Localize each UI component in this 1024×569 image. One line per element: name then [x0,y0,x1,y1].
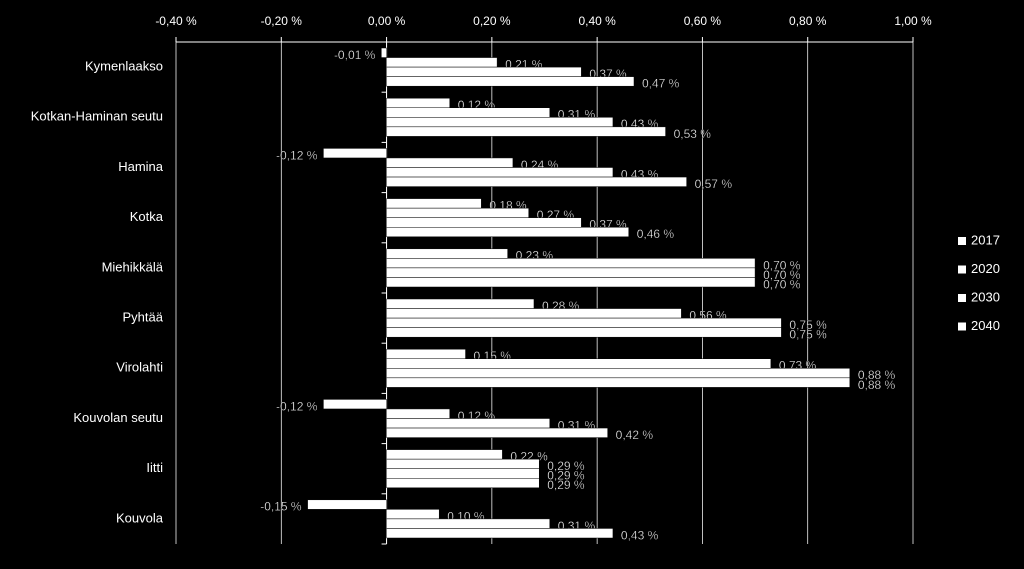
y-tick-label: Kotka [130,209,164,224]
bar [386,157,514,168]
data-label: -0,12 % [276,399,318,413]
bar [386,107,551,118]
data-label: 0,29 % [547,478,585,492]
bar [386,377,851,388]
y-tick-label: Virolahti [116,360,163,375]
bar [386,248,508,259]
y-tick-label: Iitti [146,460,163,475]
bar [386,126,666,137]
bar [323,399,387,410]
x-tick-label: 1,00 % [894,14,932,28]
data-label: 0,70 % [763,277,801,291]
data-label: 0,29 % [547,459,585,473]
bar [307,499,387,510]
data-label: 0,43 % [621,528,659,542]
x-tick-label: 0,40 % [578,14,616,28]
data-label: 0,53 % [674,127,712,141]
bar [386,207,529,218]
data-label: 0,70 % [763,268,801,282]
y-tick-label: Kouvola [116,510,164,525]
data-label: 0,88 % [858,378,896,392]
y-tick-label: Pyhtää [123,310,164,325]
data-label: 0,75 % [789,318,827,332]
data-label: 0,75 % [789,328,827,342]
bar [386,518,551,529]
bar [386,458,540,469]
y-tick-label: Kouvolan seutu [73,410,163,425]
bar [386,308,682,319]
bar [386,277,756,288]
legend-marker [958,265,966,274]
legend-label: 2030 [971,289,1000,304]
data-label: 0,57 % [695,177,733,191]
bar [386,449,503,460]
y-tick-label: Kymenlaakso [85,59,163,74]
x-tick-label: 0,00 % [368,14,406,28]
bar [386,298,535,309]
data-label: 0,46 % [637,227,675,241]
bar [386,427,608,438]
y-tick-label: Kotkan-Haminan seutu [31,109,163,124]
bar [386,348,466,360]
bar [386,358,772,369]
legend-label: 2017 [971,232,1000,247]
data-label: 0,70 % [763,258,801,272]
bar [386,258,756,269]
bar [386,408,450,419]
bar [386,528,614,539]
legend-label: 2020 [971,261,1000,276]
y-tick-label: Hamina [118,159,164,174]
bar [386,66,582,77]
x-tick-label: 0,60 % [684,14,722,28]
data-label: -0,15 % [260,500,302,514]
bar [386,117,614,128]
bar [323,148,387,159]
legend-marker [958,237,966,245]
bar [386,368,851,379]
bar [386,57,498,68]
data-label: -0,12 % [276,148,318,162]
data-label: -0,01 % [334,48,376,62]
bar [386,418,551,429]
bar [386,167,614,178]
bar [386,327,782,338]
bar [386,468,540,479]
bar [386,198,482,209]
y-tick-label: Miehikkälä [102,259,164,274]
data-label: 0,29 % [547,469,585,483]
bar [386,509,440,520]
bar [381,47,387,58]
legend-marker [958,294,966,302]
bar [386,97,450,108]
bar [386,317,782,328]
x-tick-label: 0,80 % [789,14,827,28]
bar [386,227,629,238]
data-label: 0,47 % [642,77,680,91]
x-tick-label: -0,20 % [261,14,303,28]
bar [386,217,582,228]
x-tick-label: -0,40 % [155,14,197,28]
bar [386,267,756,278]
bar [386,176,687,187]
bar [386,76,635,87]
legend-marker [958,322,966,331]
legend-label: 2040 [971,318,1000,333]
x-tick-label: 0,20 % [473,14,511,28]
data-label: 0,42 % [616,428,654,442]
bar [386,478,540,489]
data-label: 0,88 % [858,368,896,382]
